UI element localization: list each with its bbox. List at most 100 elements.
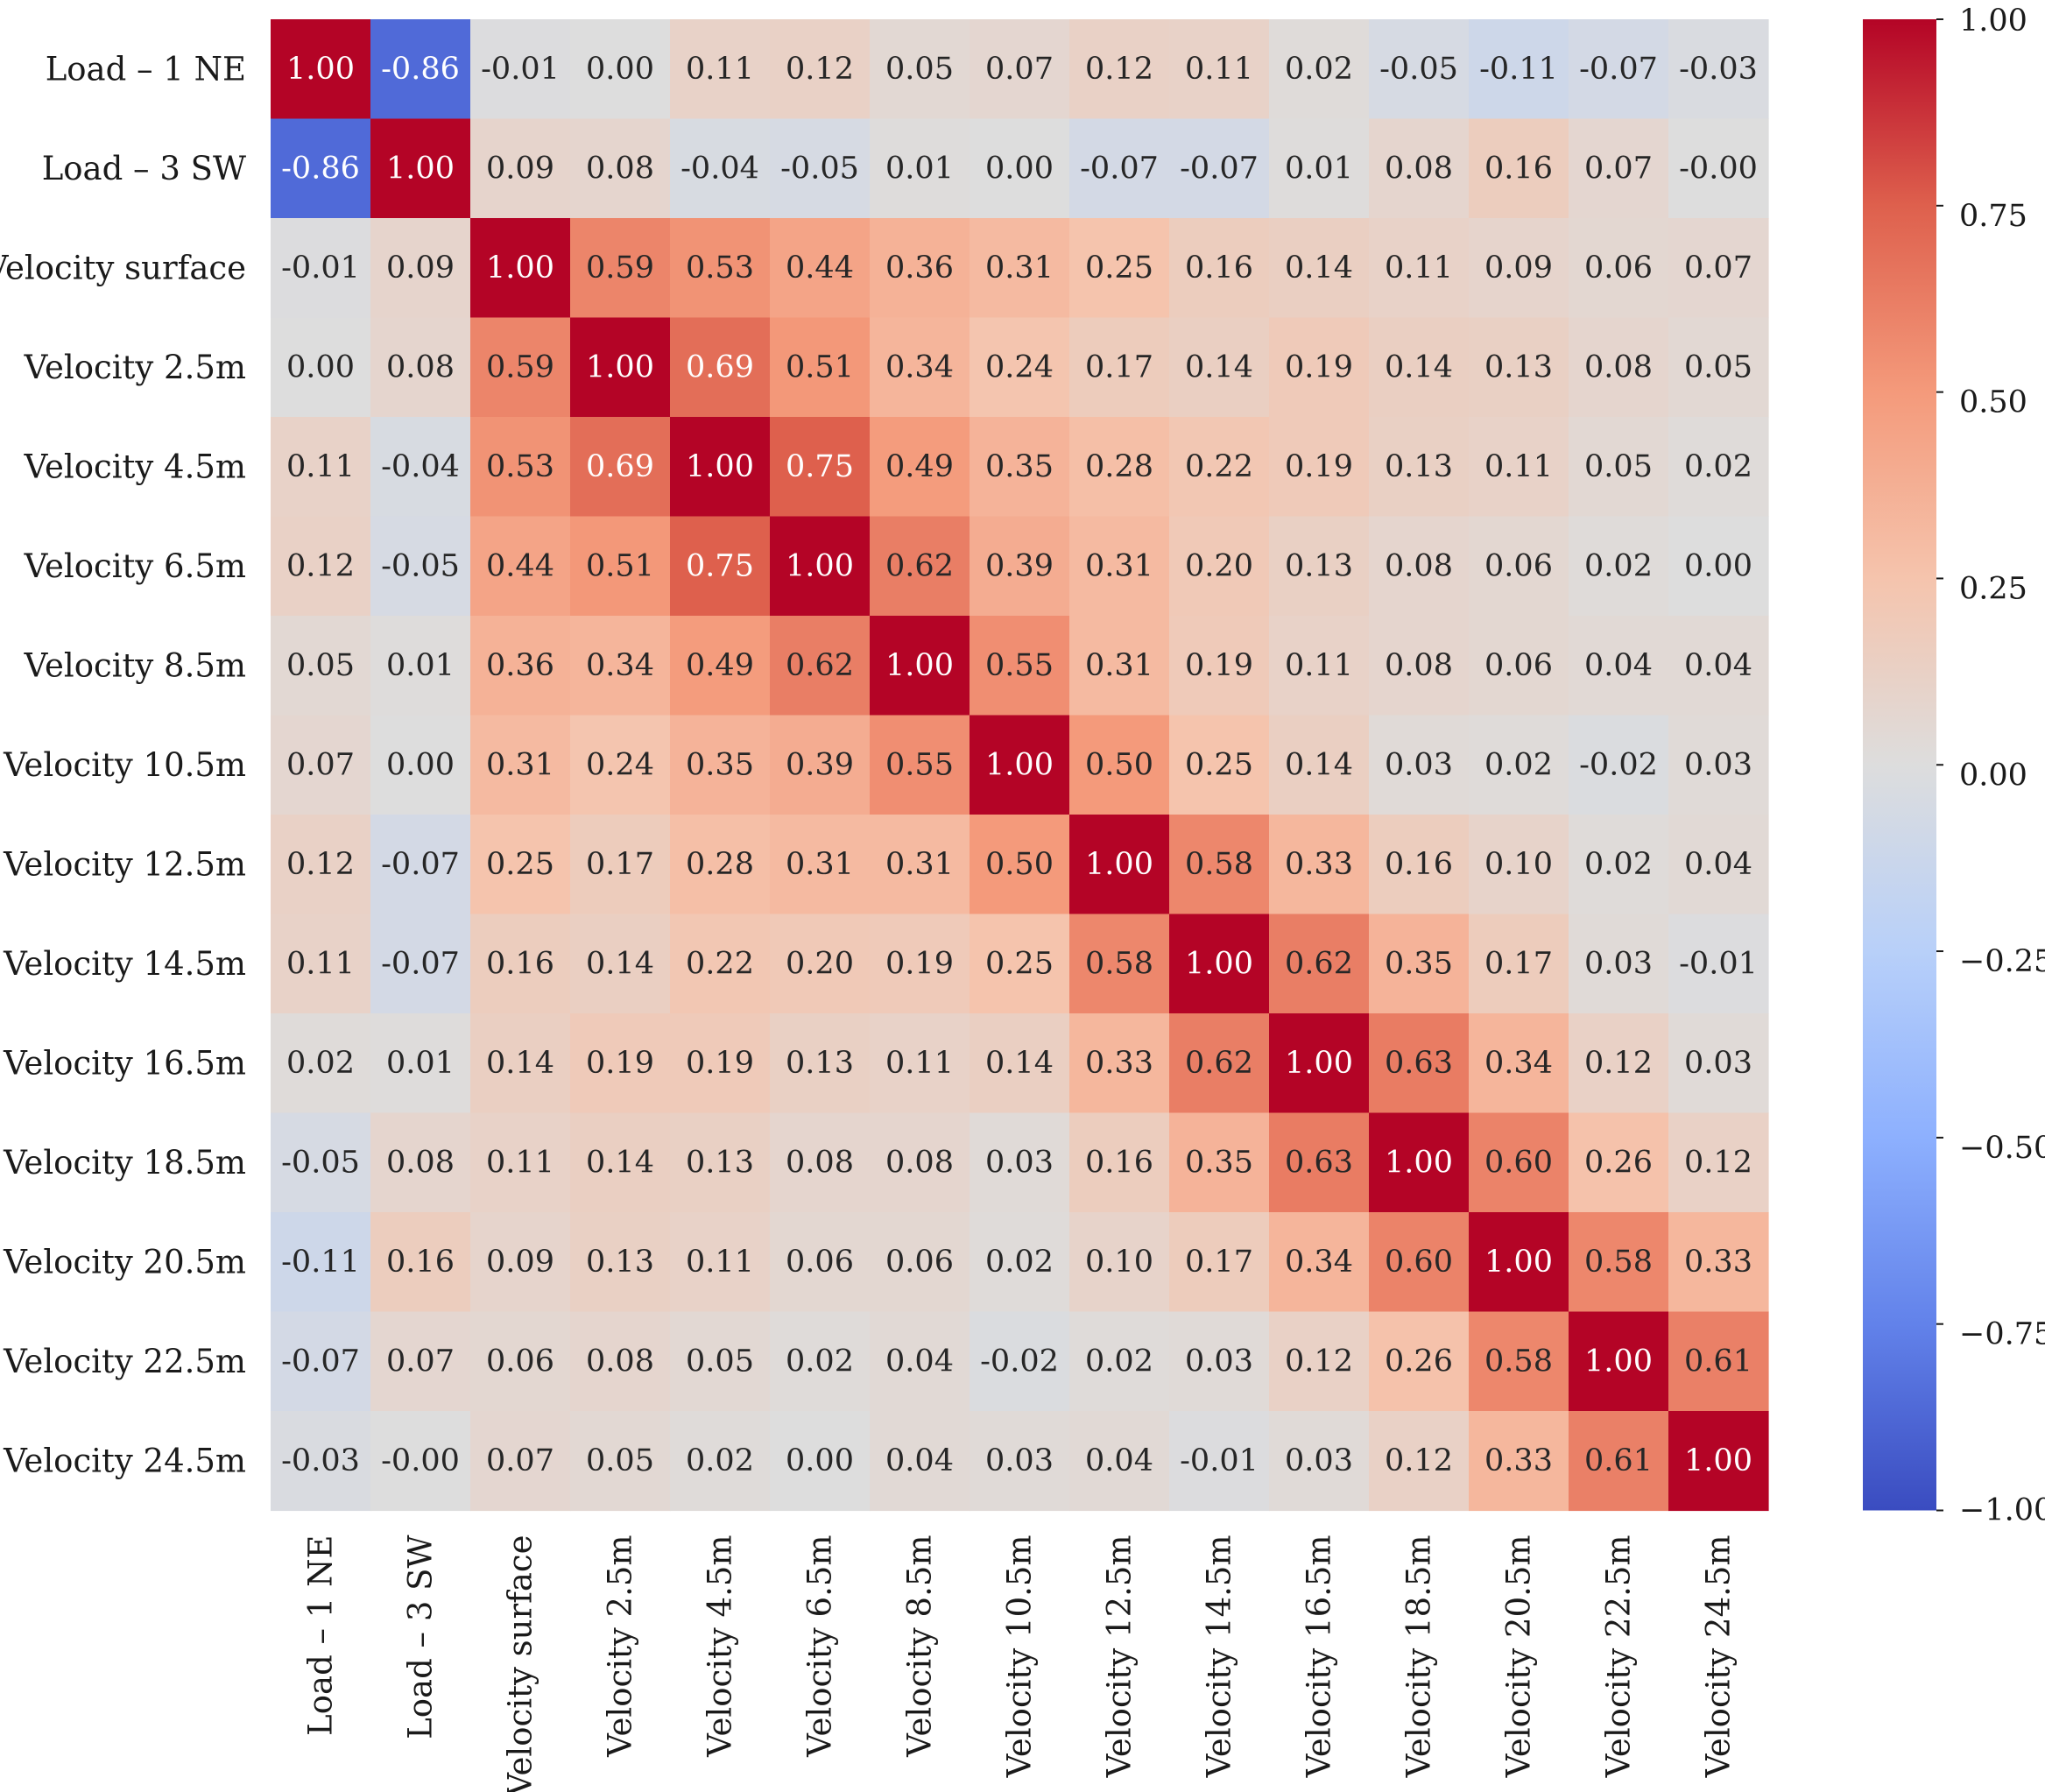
heatmap-cell: [1269, 815, 1370, 915]
cell-value-label: 0.06: [786, 1245, 854, 1280]
heatmap-cell: [1269, 715, 1370, 815]
cell-value-label: 0.51: [586, 548, 654, 583]
cell-value-label: 0.24: [586, 747, 654, 782]
heatmap-cell: [370, 1411, 471, 1512]
cell-value-label: 0.05: [686, 1344, 754, 1379]
cell-value-label: 0.13: [686, 1145, 754, 1180]
heatmap-cell: [470, 1112, 571, 1213]
cell-value-label: 0.12: [1085, 52, 1153, 87]
cell-value-label: 0.60: [1484, 1145, 1553, 1180]
cell-value-label: 1.00: [586, 349, 654, 385]
heatmap-cell: [1169, 815, 1270, 915]
cell-value-label: 0.14: [985, 1046, 1054, 1081]
cell-value-label: 0.60: [1385, 1245, 1453, 1280]
cell-value-label: 0.08: [1584, 349, 1653, 385]
heatmap-cell: [1668, 317, 1769, 418]
heatmap-cell: [1269, 118, 1370, 219]
cell-value-label: 0.34: [1285, 1245, 1353, 1280]
heatmap-cell: [1469, 417, 1569, 518]
heatmap-cell: [670, 914, 771, 1014]
heatmap-cell: [1369, 317, 1470, 418]
cell-value-label: 0.63: [1385, 1046, 1453, 1081]
cell-value-label: -0.03: [281, 1443, 360, 1478]
heatmap-cell: [770, 1411, 871, 1512]
cell-value-label: 0.14: [1285, 250, 1353, 286]
cell-value-label: 0.11: [1484, 449, 1553, 484]
colorbar-tick-label: −0.25: [1959, 944, 2045, 979]
cell-value-label: 0.03: [1385, 747, 1453, 782]
cell-value-label: -0.11: [281, 1245, 360, 1280]
cell-value-label: 0.06: [1584, 250, 1653, 286]
heatmap-cell: [670, 1013, 771, 1114]
cell-value-label: 0.10: [1085, 1245, 1153, 1280]
heatmap-cell: [1469, 118, 1569, 219]
heatmap-cell: [1069, 19, 1170, 120]
heatmap-cell: [770, 914, 871, 1014]
heatmap-cell: [470, 218, 571, 319]
heatmap-cell: [1469, 815, 1569, 915]
heatmap-cell: [1269, 616, 1370, 716]
cell-value-label: 0.33: [1484, 1443, 1553, 1478]
heatmap-cell: [1369, 118, 1470, 219]
cell-value-label: 0.04: [1085, 1443, 1153, 1478]
heatmap-cell: [470, 118, 571, 219]
cell-value-label: 0.08: [386, 1145, 455, 1180]
x-tick-label: Velocity 22.5m: [1600, 1535, 1638, 1779]
heatmap-cell: [370, 1212, 471, 1313]
heatmap-cell: [570, 616, 671, 716]
heatmap-cell: [770, 1212, 871, 1313]
cell-value-label: -0.11: [1479, 52, 1558, 87]
heatmap-cell: [1069, 1013, 1170, 1114]
cell-value-label: 0.34: [586, 648, 654, 683]
cell-value-label: 0.06: [885, 1245, 954, 1280]
cell-value-label: 0.12: [286, 847, 355, 882]
cell-value-label: 0.58: [1584, 1245, 1653, 1280]
x-tick-label: Velocity surface: [502, 1535, 539, 1792]
heatmap-cell: [1169, 317, 1270, 418]
heatmap-cell: [970, 1311, 1070, 1412]
heatmap-cell: [271, 815, 371, 915]
cell-value-label: 0.19: [885, 946, 954, 981]
heatmap-cell: [770, 19, 871, 120]
heatmap-cell: [1469, 1311, 1569, 1412]
heatmap-cell: [1069, 417, 1170, 518]
cell-value-label: 0.11: [1185, 52, 1253, 87]
cell-value-label: 0.49: [885, 449, 954, 484]
heatmap-cell: [570, 815, 671, 915]
cell-value-label: 0.13: [1285, 548, 1353, 583]
cell-value-label: 0.50: [985, 847, 1054, 882]
heatmap-cell: [670, 1112, 771, 1213]
heatmap-cell: [1369, 1411, 1470, 1512]
heatmap-cell: [870, 516, 970, 617]
cell-value-label: 0.33: [1285, 847, 1353, 882]
cell-value-label: -0.05: [281, 1145, 360, 1180]
heatmap-cell: [1169, 616, 1270, 716]
x-tick-label: Velocity 8.5m: [901, 1535, 939, 1758]
heatmap-cell: [1569, 516, 1669, 617]
cell-value-label: 0.12: [1584, 1046, 1653, 1081]
cell-value-label: 0.61: [1584, 1443, 1653, 1478]
cell-value-label: 0.00: [386, 747, 455, 782]
heatmap-cell: [770, 118, 871, 219]
heatmap-cell: [870, 1411, 970, 1512]
heatmap-cell: [970, 516, 1070, 617]
cell-value-label: 0.17: [586, 847, 654, 882]
heatmap-cell: [1369, 516, 1470, 617]
x-tick-label: Velocity 4.5m: [702, 1535, 739, 1758]
cell-value-label: -0.07: [381, 847, 460, 882]
colorbar-tick-label: 0.50: [1959, 385, 2027, 420]
cell-value-label: 0.00: [286, 349, 355, 385]
heatmap-cell: [970, 616, 1070, 716]
heatmap-cell: [970, 1411, 1070, 1512]
cell-value-label: -0.07: [281, 1344, 360, 1379]
y-tick-label: Velocity 16.5m: [3, 1044, 246, 1082]
heatmap-cell: [1269, 1212, 1370, 1313]
heatmap-cell: [870, 1212, 970, 1313]
cell-value-label: 0.58: [1185, 847, 1253, 882]
heatmap-cell: [870, 118, 970, 219]
heatmap-cell: [870, 616, 970, 716]
cell-value-label: 0.04: [1684, 648, 1752, 683]
cell-value-label: 0.11: [286, 449, 355, 484]
heatmap-cell: [670, 1212, 771, 1313]
heatmap-cell: [1069, 1212, 1170, 1313]
